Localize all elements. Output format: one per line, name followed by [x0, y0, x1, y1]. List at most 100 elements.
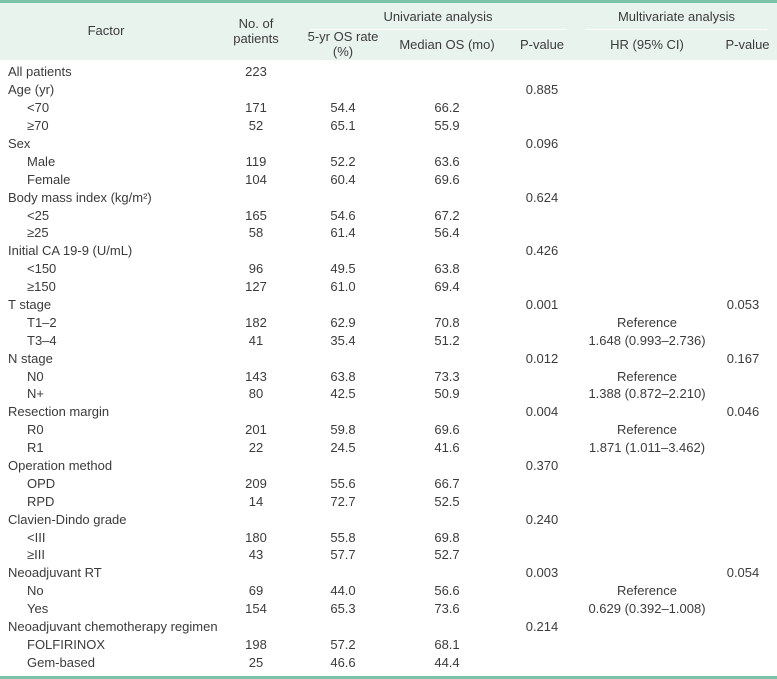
table-row: T stage 0.001 0.053 [0, 296, 777, 314]
factor-cell: ≥70 [27, 118, 49, 134]
p-value-univariate-cell: 0.426 [525, 243, 559, 259]
5yr-os-rate-cell: 54.4 [330, 100, 356, 116]
no-of-patients-cell: 143 [245, 368, 267, 384]
hr-95ci-cell: 0.629 (0.392–1.008) [588, 601, 706, 617]
median-os-cell: 68.1 [434, 636, 460, 652]
factor-cell: T stage [8, 297, 52, 313]
table-row: Male 119 52.2 63.6 [0, 152, 777, 170]
table-row: <III 180 55.8 69.8 [0, 528, 777, 546]
5yr-os-rate-cell: 61.0 [330, 279, 356, 295]
5yr-os-rate-cell: 42.5 [330, 386, 356, 402]
median-os-cell: 69.6 [434, 171, 460, 187]
no-of-patients-cell: 154 [245, 601, 267, 617]
table-header: Factor No. of patients Univariate analys… [0, 3, 777, 60]
table-row: N+ 80 42.5 50.9 1.388 (0.872–2.210) [0, 385, 777, 403]
factor-cell: Operation method [8, 458, 113, 474]
factor-cell: Neoadjuvant RT [8, 565, 102, 581]
factor-cell: RPD [27, 493, 55, 509]
median-os-cell: 67.2 [434, 207, 460, 223]
no-of-patients-cell: 80 [248, 386, 264, 402]
header-multivariate-analysis: Multivariate analysis [586, 9, 767, 30]
factor-cell: T3–4 [27, 332, 57, 348]
table-row: R0 201 59.8 69.6 Reference [0, 421, 777, 439]
p-value-univariate-cell: 0.004 [525, 404, 559, 420]
5yr-os-rate-cell: 24.5 [330, 440, 356, 456]
p-value-multivariate-cell: 0.053 [726, 297, 760, 313]
no-of-patients-cell: 180 [245, 529, 267, 545]
median-os-cell: 66.7 [434, 475, 460, 491]
table-row: <70 171 54.4 66.2 [0, 99, 777, 117]
5yr-os-rate-cell: 60.4 [330, 171, 356, 187]
no-of-patients-cell: 119 [245, 153, 267, 169]
no-of-patients-cell: 171 [245, 100, 267, 116]
5yr-os-rate-cell: 35.4 [330, 332, 356, 348]
factor-cell: Body mass index (kg/m²) [8, 189, 152, 205]
factor-cell: N+ [27, 386, 44, 402]
factor-cell: N0 [27, 368, 44, 384]
table-row: RPD 14 72.7 52.5 [0, 492, 777, 510]
p-value-multivariate-cell: 0.046 [726, 404, 760, 420]
header-5yr-os-rate: 5-yr OS rate (%) [307, 29, 379, 59]
table-row: <25 165 54.6 67.2 [0, 206, 777, 224]
table-row: ≥150 127 61.0 69.4 [0, 278, 777, 296]
median-os-cell: 52.5 [434, 493, 460, 509]
5yr-os-rate-cell: 57.2 [330, 636, 356, 652]
5yr-os-rate-cell: 59.8 [330, 422, 356, 438]
5yr-os-rate-cell: 63.8 [330, 368, 356, 384]
factor-cell: Neoadjuvant chemotherapy regimen [8, 619, 218, 635]
factor-cell: Initial CA 19-9 (U/mL) [8, 243, 133, 259]
header-factor: Factor [87, 23, 125, 39]
table-row: T3–4 41 35.4 51.2 1.648 (0.993–2.736) [0, 331, 777, 349]
no-of-patients-cell: 198 [245, 636, 267, 652]
factor-cell: ≥150 [27, 279, 56, 295]
5yr-os-rate-cell: 55.8 [330, 529, 356, 545]
table-row: OPD 209 55.6 66.7 [0, 474, 777, 492]
hr-95ci-cell: 1.388 (0.872–2.210) [588, 386, 706, 402]
median-os-cell: 70.8 [434, 314, 460, 330]
factor-cell: Gem-based [27, 654, 95, 670]
p-value-univariate-cell: 0.624 [525, 189, 559, 205]
factor-cell: Male [27, 153, 56, 169]
factor-cell: <150 [27, 261, 57, 277]
p-value-univariate-cell: 0.096 [525, 136, 559, 151]
table-row: Gem-based 25 46.6 44.4 [0, 653, 777, 671]
table-row: Clavien-Dindo grade 0.240 [0, 510, 777, 528]
factor-cell: Clavien-Dindo grade [8, 511, 127, 527]
table-row: N0 143 63.8 73.3 Reference [0, 367, 777, 385]
no-of-patients-cell: 165 [245, 207, 267, 223]
table-row: Resection margin 0.004 0.046 [0, 403, 777, 421]
5yr-os-rate-cell: 54.6 [330, 207, 356, 223]
no-of-patients-cell: 43 [248, 547, 264, 563]
5yr-os-rate-cell: 72.7 [330, 493, 356, 509]
factor-cell: Sex [8, 136, 31, 151]
no-of-patients-cell: 14 [248, 493, 264, 509]
5yr-os-rate-cell: 46.6 [330, 654, 356, 670]
header-median-os: Median OS (mo) [399, 36, 495, 52]
factor-cell: ≥III [27, 547, 45, 563]
median-os-cell: 69.6 [434, 422, 460, 438]
factor-cell: All patients [8, 64, 72, 80]
median-os-cell: 73.6 [434, 601, 460, 617]
table-row: Yes 154 65.3 73.6 0.629 (0.392–1.008) [0, 600, 777, 618]
5yr-os-rate-cell: 61.4 [330, 225, 356, 241]
median-os-cell: 69.4 [434, 279, 460, 295]
factor-cell: <70 [27, 100, 50, 116]
table-row: Initial CA 19-9 (U/mL) 0.426 [0, 242, 777, 260]
median-os-cell: 56.4 [434, 225, 460, 241]
hr-95ci-cell: 1.871 (1.011–3.462) [588, 440, 706, 456]
table-row: Operation method 0.370 [0, 457, 777, 475]
no-of-patients-cell: 104 [245, 171, 267, 187]
median-os-cell: 41.6 [434, 440, 460, 456]
factor-cell: T1–2 [27, 314, 57, 330]
table-row: Age (yr) 0.885 [0, 81, 777, 99]
table-row: ≥25 58 61.4 56.4 [0, 224, 777, 242]
table-row: ≥III 43 57.7 52.7 [0, 546, 777, 564]
header-p-value-multivariate: P-value [725, 36, 770, 52]
factor-cell: R1 [27, 440, 44, 456]
no-of-patients-cell: 25 [248, 654, 264, 670]
p-value-univariate-cell: 0.240 [525, 511, 559, 527]
no-of-patients-cell: 22 [248, 440, 264, 456]
no-of-patients-cell: 58 [248, 225, 264, 241]
5yr-os-rate-cell: 65.1 [330, 118, 356, 134]
